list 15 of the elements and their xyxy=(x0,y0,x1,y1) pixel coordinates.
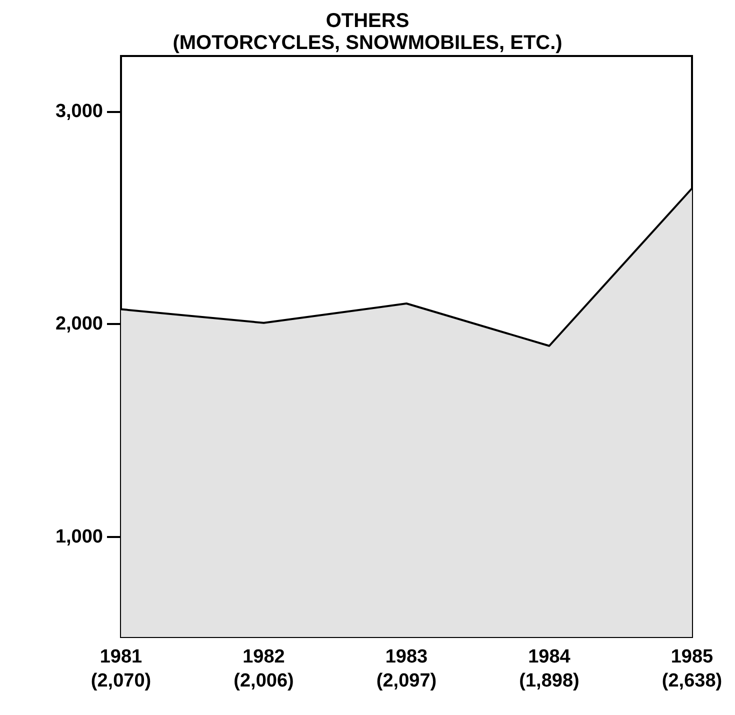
y-tick-label: 3,000 xyxy=(55,100,103,122)
x-tick-label: 1982 xyxy=(242,646,285,668)
chart-subtitle: (MOTORCYCLES, SNOWMOBILES, ETC.) xyxy=(172,32,562,54)
data-label: (2,006) xyxy=(234,670,294,692)
x-tick-label: 1984 xyxy=(528,646,571,668)
data-label: (2,638) xyxy=(662,670,722,692)
x-tick-label: 1985 xyxy=(670,646,714,668)
chart-title: OTHERS xyxy=(326,10,410,32)
x-tick-label: 1983 xyxy=(385,646,428,668)
y-tick-label: 1,000 xyxy=(55,526,103,548)
y-tick-label: 2,000 xyxy=(55,314,103,335)
data-label: (2,070) xyxy=(90,670,152,692)
data-label: (1,898) xyxy=(519,670,580,692)
x-tick-label: 1981 xyxy=(100,646,143,668)
data-label: (2,097) xyxy=(376,670,437,692)
